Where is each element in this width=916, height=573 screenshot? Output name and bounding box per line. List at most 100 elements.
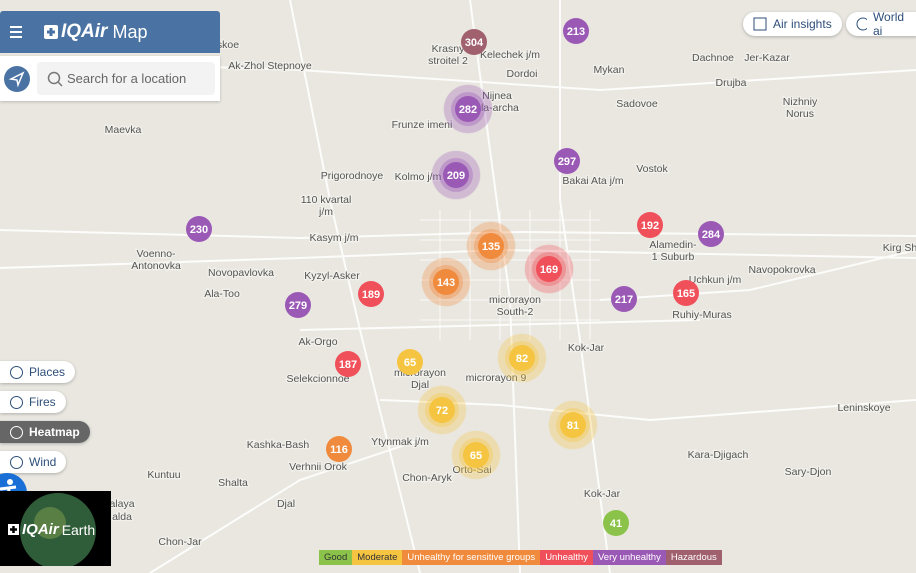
place-label: Antonovka bbox=[131, 260, 181, 272]
place-label: j/m bbox=[318, 206, 333, 218]
station-marker[interactable]: 65 bbox=[451, 430, 501, 480]
station-marker[interactable]: 169 bbox=[524, 244, 574, 294]
aqi-value: 116 bbox=[330, 444, 348, 456]
aqi-value: 187 bbox=[339, 359, 357, 371]
place-label: Krasny bbox=[432, 43, 465, 55]
place-label: stroitel 2 bbox=[428, 55, 468, 67]
layer-icon bbox=[10, 455, 23, 469]
place-label: Kelechek j/m bbox=[480, 49, 540, 61]
place-label: Kolmo j/m bbox=[395, 171, 442, 183]
station-dot bbox=[698, 221, 724, 247]
locate-button[interactable] bbox=[3, 65, 31, 93]
station-dot bbox=[335, 351, 361, 377]
layer-button[interactable]: Places bbox=[0, 361, 76, 383]
place-label: Navopokrovka bbox=[748, 264, 815, 276]
station-dot bbox=[463, 442, 489, 468]
place-label: Kashka-Bash bbox=[247, 439, 310, 451]
station-marker[interactable]: 282 bbox=[443, 84, 493, 134]
station-marker[interactable]: 279 bbox=[285, 292, 311, 318]
station-dot bbox=[326, 436, 352, 462]
place-label: Kara-Djigach bbox=[688, 449, 749, 461]
station-marker[interactable]: 304 bbox=[461, 29, 487, 55]
search-input[interactable]: Search for a location bbox=[37, 62, 215, 95]
aqi-value: 165 bbox=[677, 288, 695, 300]
place-label: Dordoi bbox=[507, 68, 538, 80]
earth-button[interactable]: IQAir Earth bbox=[0, 491, 111, 566]
layer-button[interactable]: Heatmap bbox=[0, 421, 90, 443]
legend-item: Hazardous bbox=[665, 550, 722, 565]
aqi-value: 189 bbox=[362, 289, 380, 301]
station-dot bbox=[603, 510, 629, 536]
aqi-value: 143 bbox=[437, 277, 455, 289]
station-dot bbox=[536, 256, 562, 282]
aqi-value: 82 bbox=[516, 353, 528, 365]
station-marker[interactable]: 72 bbox=[417, 385, 467, 435]
aqi-value: 65 bbox=[404, 357, 416, 369]
station-marker[interactable]: 82 bbox=[497, 333, 547, 383]
logo-icon bbox=[8, 524, 19, 535]
station-marker[interactable]: 192 bbox=[637, 212, 663, 238]
station-marker[interactable]: 213 bbox=[563, 18, 589, 44]
world-air-button[interactable]: World ai bbox=[846, 10, 916, 38]
layer-label: Places bbox=[29, 365, 66, 379]
station-marker[interactable]: 189 bbox=[358, 281, 384, 307]
place-label: Bakai Ata j/m bbox=[562, 175, 624, 187]
station-marker[interactable]: 81 bbox=[548, 400, 598, 450]
station-dot bbox=[509, 345, 535, 371]
place-label: South-2 bbox=[497, 306, 534, 318]
station-marker[interactable]: 284 bbox=[698, 221, 724, 247]
place-label: Vostok bbox=[636, 163, 668, 175]
station-dot bbox=[443, 162, 469, 188]
place-label: Djal bbox=[411, 379, 429, 391]
earth-title: Earth bbox=[61, 521, 96, 538]
icon bbox=[753, 17, 767, 31]
layer-label: Wind bbox=[29, 455, 57, 469]
station-marker[interactable]: 135 bbox=[466, 221, 516, 271]
legend-item: Moderate bbox=[352, 550, 403, 565]
place-label: Voenno- bbox=[136, 248, 176, 260]
station-marker[interactable]: 230 bbox=[186, 216, 212, 242]
station-marker[interactable]: 143 bbox=[421, 257, 471, 307]
place-label: Uchkun j/m bbox=[689, 274, 742, 286]
layer-button[interactable]: Fires bbox=[0, 391, 66, 413]
place-label: Chon-Jar bbox=[158, 536, 202, 548]
place-label: Nizhniy bbox=[783, 96, 818, 108]
search-icon bbox=[47, 71, 63, 87]
place-label: Ruhiy-Muras bbox=[672, 309, 732, 321]
station-dot bbox=[433, 269, 459, 295]
station-dot bbox=[397, 349, 423, 375]
globe bbox=[20, 493, 96, 566]
station-marker[interactable]: 217 bbox=[611, 286, 637, 312]
place-label: Djal bbox=[277, 498, 295, 510]
air-insights-button[interactable]: Air insights bbox=[743, 12, 842, 36]
aqi-value: 284 bbox=[702, 229, 721, 241]
menu-icon[interactable] bbox=[0, 11, 44, 53]
place-label: Kok-Jar bbox=[568, 342, 605, 354]
station-marker[interactable]: 165 bbox=[673, 280, 699, 306]
place-label: Verhnii Orok bbox=[289, 461, 348, 473]
aqi-value: 297 bbox=[558, 156, 576, 168]
place-label: Selekcionnoe bbox=[286, 373, 349, 385]
station-marker[interactable]: 65 bbox=[397, 349, 423, 375]
stations: 304 213 282 297 209 230 192 284 135 169 143 189 279 2… bbox=[186, 18, 724, 536]
place-label: Prigorodnoye bbox=[321, 170, 384, 182]
station-marker[interactable]: 209 bbox=[431, 150, 481, 200]
legend-item: Unhealthy bbox=[540, 550, 593, 565]
logo: IQAir bbox=[61, 21, 108, 42]
place-label: Ala-Too bbox=[204, 288, 240, 300]
place-label: Maevka bbox=[105, 124, 142, 136]
station-marker[interactable]: 297 bbox=[554, 148, 580, 174]
station-marker[interactable]: 187 bbox=[335, 351, 361, 377]
station-dot bbox=[186, 216, 212, 242]
place-label: Leninskoye bbox=[837, 402, 890, 414]
place-label: Novopavlovka bbox=[208, 267, 274, 279]
place-label: Kuntuu bbox=[147, 469, 180, 481]
station-marker[interactable]: 41 bbox=[603, 510, 629, 536]
legend-item: Unhealthy for sensitive groups bbox=[402, 550, 541, 565]
station-marker[interactable]: 116 bbox=[326, 436, 352, 462]
layer-button[interactable]: Wind bbox=[0, 451, 67, 473]
layer-label: Heatmap bbox=[29, 425, 80, 439]
place-label: microrayon bbox=[489, 294, 541, 306]
